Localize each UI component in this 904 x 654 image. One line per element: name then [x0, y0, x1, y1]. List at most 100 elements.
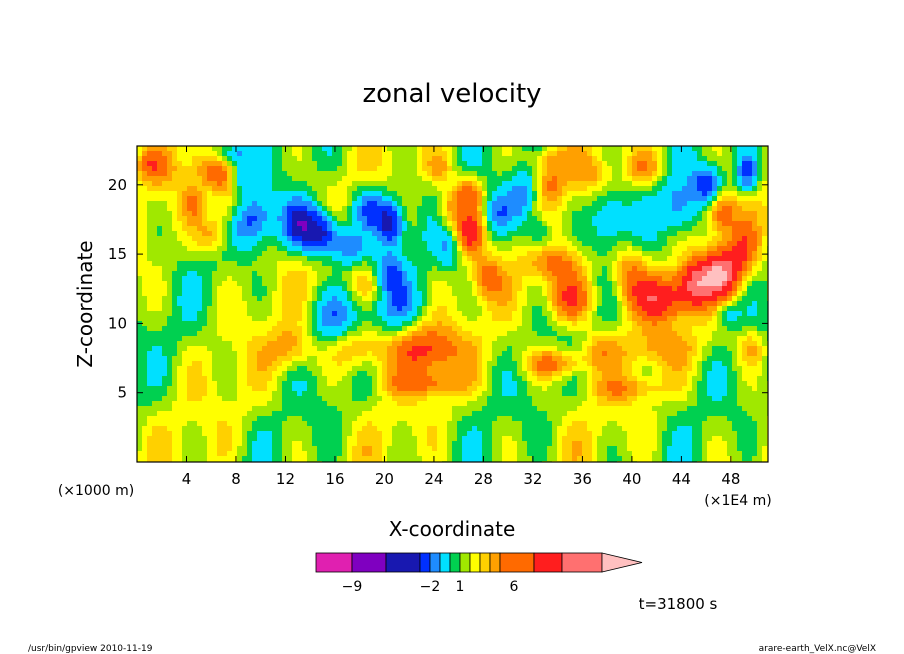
field-cell: [202, 251, 208, 257]
field-cell: [277, 251, 283, 257]
field-cell: [297, 331, 303, 337]
field-cell: [367, 241, 373, 247]
field-cell: [612, 211, 618, 217]
field-cell: [392, 156, 398, 162]
field-cell: [757, 201, 763, 207]
field-cell: [472, 311, 478, 317]
field-cell: [707, 326, 713, 332]
field-cell: [357, 311, 363, 317]
field-cell: [497, 301, 503, 307]
field-cell: [517, 316, 523, 322]
field-cell: [622, 241, 628, 247]
field-cell: [642, 146, 648, 152]
field-cell: [407, 216, 413, 222]
field-cell: [707, 206, 713, 212]
field-cell: [482, 261, 488, 267]
field-cell: [432, 186, 438, 192]
field-cell: [362, 261, 368, 267]
field-cell: [287, 296, 293, 302]
field-cell: [482, 161, 488, 167]
field-cell: [247, 176, 253, 182]
field-cell: [212, 246, 218, 252]
field-cell: [417, 271, 423, 277]
field-cell: [732, 261, 738, 267]
field-cell: [512, 206, 518, 212]
field-cell: [677, 276, 683, 282]
field-cell: [247, 341, 253, 347]
field-cell: [517, 311, 523, 317]
field-cell: [622, 266, 628, 272]
field-cell: [492, 311, 498, 317]
field-cell: [287, 151, 293, 157]
field-cell: [602, 236, 608, 242]
field-cell: [207, 216, 213, 222]
field-cell: [152, 311, 158, 317]
field-cell: [552, 221, 558, 227]
field-cell: [227, 186, 233, 192]
field-cell: [282, 291, 288, 297]
field-cell: [352, 186, 358, 192]
field-cell: [712, 256, 718, 262]
field-cell: [437, 186, 443, 192]
field-cell: [757, 206, 763, 212]
field-cell: [302, 341, 308, 347]
field-cell: [137, 236, 143, 242]
field-cell: [597, 311, 603, 317]
field-cell: [222, 261, 228, 267]
field-cell: [602, 256, 608, 262]
field-cell: [452, 176, 458, 182]
field-cell: [262, 281, 268, 287]
field-cell: [212, 241, 218, 247]
field-cell: [577, 151, 583, 157]
field-cell: [192, 146, 198, 152]
field-cell: [392, 331, 398, 337]
field-cell: [682, 236, 688, 242]
field-cell: [762, 331, 768, 337]
field-cell: [187, 236, 193, 242]
field-cell: [152, 191, 158, 197]
field-cell: [642, 281, 648, 287]
field-cell: [482, 151, 488, 157]
field-cell: [147, 316, 153, 322]
field-cell: [312, 211, 318, 217]
field-cell: [282, 246, 288, 252]
field-cell: [397, 301, 403, 307]
field-cell: [697, 236, 703, 242]
field-cell: [532, 216, 538, 222]
field-cell: [722, 211, 728, 217]
field-cell: [397, 206, 403, 212]
field-cell: [552, 311, 558, 317]
field-cell: [707, 276, 713, 282]
field-cell: [682, 331, 688, 337]
field-cell: [442, 176, 448, 182]
field-cell: [337, 251, 343, 257]
field-cell: [637, 181, 643, 187]
field-cell: [137, 276, 143, 282]
field-cell: [617, 331, 623, 337]
field-cell: [727, 186, 733, 192]
field-cell: [407, 296, 413, 302]
field-cell: [137, 201, 143, 207]
field-cell: [627, 281, 633, 287]
field-cell: [522, 326, 528, 332]
field-cell: [727, 221, 733, 227]
field-cell: [307, 306, 313, 312]
field-cell: [227, 321, 233, 327]
field-cell: [257, 276, 263, 282]
field-cell: [167, 166, 173, 172]
field-cell: [572, 326, 578, 332]
field-cell: [672, 291, 678, 297]
field-cell: [252, 171, 258, 177]
field-cell: [142, 316, 148, 322]
field-cell: [392, 241, 398, 247]
field-cell: [732, 316, 738, 322]
field-cell: [172, 241, 178, 247]
field-cell: [592, 216, 598, 222]
field-cell: [202, 241, 208, 247]
field-cell: [602, 201, 608, 207]
field-cell: [447, 291, 453, 297]
field-cell: [192, 266, 198, 272]
field-cell: [397, 241, 403, 247]
field-cell: [247, 316, 253, 322]
field-cell: [207, 331, 213, 337]
